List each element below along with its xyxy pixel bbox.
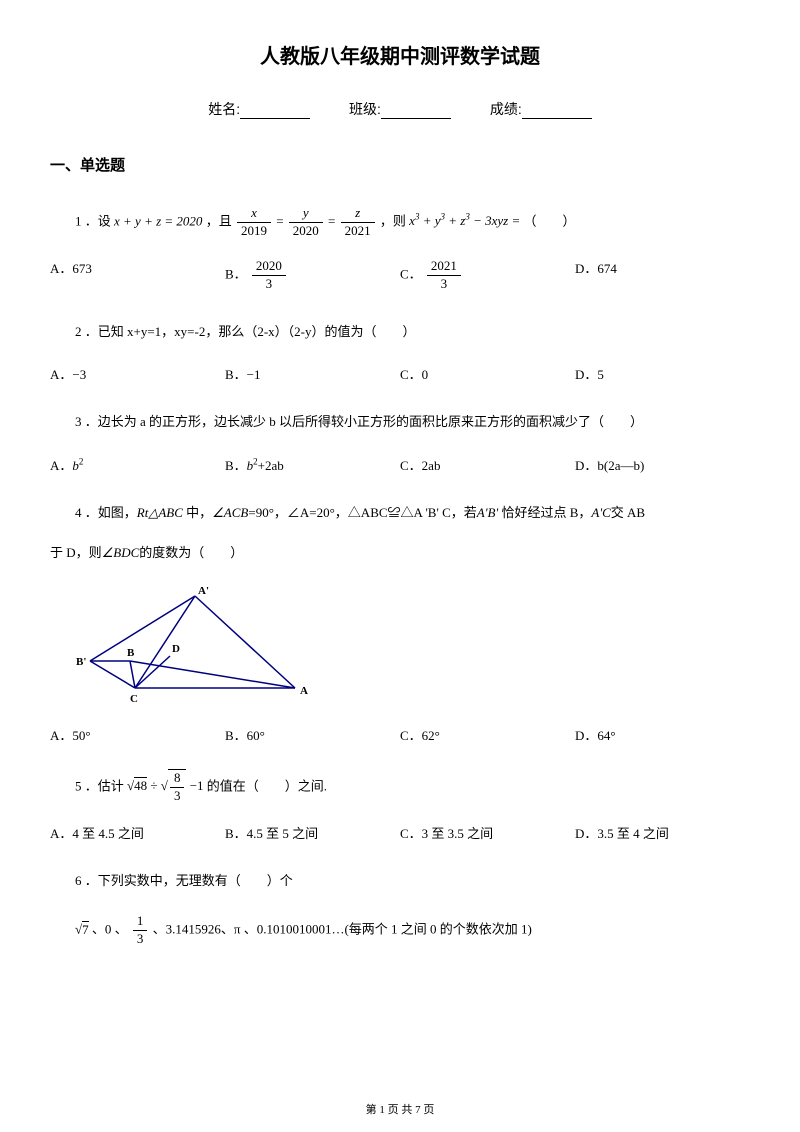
- class-label: 班级:: [349, 101, 381, 117]
- question-6-list: √7 、0 、 13 、3.1415926、π 、0.1010010001…(每…: [50, 913, 750, 948]
- q2-optD: D．5: [575, 364, 750, 383]
- q1-options: A．673 B． 20203 C． 20213 D．674: [50, 258, 750, 293]
- q1-frac2: y2020: [289, 205, 323, 240]
- q1-frac1: x2019: [237, 205, 271, 240]
- score-blank: [522, 105, 592, 119]
- q1-optD: D．674: [575, 258, 750, 293]
- q5-optB: B．4.5 至 5 之间: [225, 823, 400, 842]
- q2-optB: B．−1: [225, 364, 400, 383]
- q2-optC: C．0: [400, 364, 575, 383]
- class-blank: [381, 105, 451, 119]
- q1-expr2: x3 + y3 + z3 − 3xyz =: [409, 213, 520, 228]
- q4-options: A．50° B．60° C．62° D．64°: [50, 725, 750, 744]
- svg-text:B: B: [127, 647, 135, 659]
- q1-paren: （ ）: [523, 213, 575, 228]
- section-title-1: 一、单选题: [50, 154, 750, 175]
- q1-mid: ，且: [206, 213, 232, 228]
- question-2: 2 ．已知 x+y=1，xy=-2，那么（2-x）（2-y）的值为（ ）: [50, 318, 750, 347]
- q2-optA: A．−3: [50, 364, 225, 383]
- q2-options: A．−3 B．−1 C．0 D．5: [50, 364, 750, 383]
- q4-optA: A．50°: [50, 725, 225, 744]
- svg-text:A': A': [198, 586, 209, 597]
- q1-expr1: x + y + z = 2020: [114, 213, 202, 228]
- q5-options: A．4 至 4.5 之间 B．4.5 至 5 之间 C．3 至 3.5 之间 D…: [50, 823, 750, 842]
- q3-optC: C．2ab: [400, 455, 575, 474]
- q1-num: 1 ．设: [75, 213, 111, 228]
- question-1: 1 ．设 x + y + z = 2020 ，且 x2019 = y2020 =…: [50, 205, 750, 240]
- q3-optA: A．b2: [50, 455, 225, 474]
- q4-figure: A' B' B D C A: [75, 586, 750, 710]
- svg-text:D: D: [172, 643, 180, 655]
- q4-optB: B．60°: [225, 725, 400, 744]
- name-label: 姓名:: [208, 101, 240, 117]
- q1-frac3: z2021: [341, 205, 375, 240]
- question-3: 3 ．边长为 a 的正方形，边长减少 b 以后所得较小正方形的面积比原来正方形的…: [50, 408, 750, 437]
- q3-options: A．b2 B．b2+2ab C．2ab D．b(2a—b): [50, 455, 750, 474]
- q5-optD: D．3.5 至 4 之间: [575, 823, 750, 842]
- page-footer: 第 1 页 共 7 页: [0, 1101, 800, 1117]
- page-title: 人教版八年级期中测评数学试题: [50, 40, 750, 69]
- question-6: 6 ．下列实数中，无理数有（ ）个: [50, 867, 750, 896]
- question-4: 4 ．如图，Rt△ABC 中，∠ACB=90°，∠A=20°，△ABC≌△A '…: [50, 499, 750, 528]
- q3-optD: D．b(2a—b): [575, 455, 750, 474]
- svg-text:C: C: [130, 693, 138, 705]
- header-fields: 姓名: 班级: 成绩:: [50, 99, 750, 119]
- score-label: 成绩:: [490, 101, 522, 117]
- q1-optC: C． 20213: [400, 258, 575, 293]
- svg-text:A: A: [300, 685, 308, 697]
- name-blank: [240, 105, 310, 119]
- question-4-line2: 于 D，则∠BDC的度数为（ ）: [50, 539, 750, 568]
- q4-optC: C．62°: [400, 725, 575, 744]
- q3-optB: B．b2+2ab: [225, 455, 400, 474]
- question-5: 5 ．估计 √48 ÷ √83 −1 的值在（ ）之间.: [50, 769, 750, 805]
- q1-then: ，则: [380, 213, 406, 228]
- q5-optA: A．4 至 4.5 之间: [50, 823, 225, 842]
- triangle-diagram: A' B' B D C A: [75, 586, 315, 706]
- q1-optB: B． 20203: [225, 258, 400, 293]
- svg-text:B': B': [76, 656, 86, 668]
- q5-optC: C．3 至 3.5 之间: [400, 823, 575, 842]
- q4-optD: D．64°: [575, 725, 750, 744]
- q1-optA: A．673: [50, 258, 225, 293]
- q5-expr: √48 ÷ √83 −1: [127, 778, 207, 793]
